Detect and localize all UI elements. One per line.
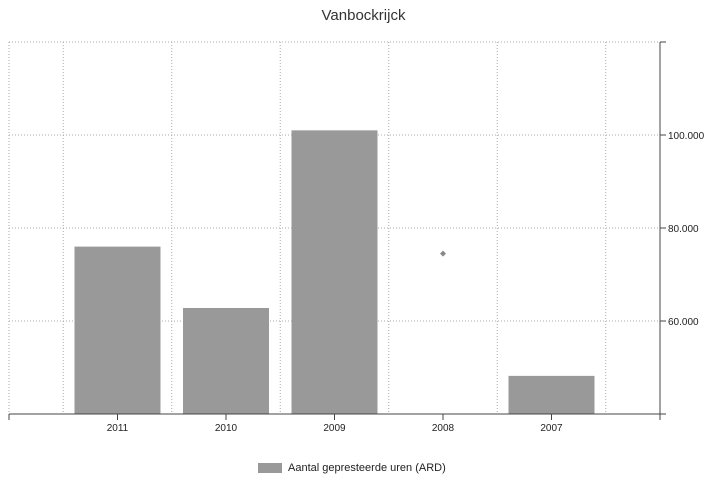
marker-2008	[440, 250, 446, 257]
bar-2011	[74, 246, 161, 414]
x-tick-label-2007: 2007	[540, 423, 563, 434]
legend-swatch	[258, 463, 282, 473]
bar-2010	[183, 307, 269, 414]
y-tick-label: 100.000	[668, 131, 705, 142]
legend-label: Aantal gepresteerde uren (ARD)	[288, 462, 446, 474]
y-tick-label: 60.000	[668, 317, 699, 328]
y-tick-label: 80.000	[668, 224, 699, 235]
bar-2009	[291, 130, 378, 414]
bar-2007	[508, 375, 595, 414]
x-tick-label-2009: 2009	[323, 423, 346, 434]
chart-title: Vanbockrijck	[321, 7, 406, 24]
x-tick-label-2010: 2010	[215, 423, 238, 434]
x-tick-label-2011: 2011	[107, 423, 129, 434]
legend: Aantal gepresteerde uren (ARD)	[258, 461, 446, 475]
x-tick-label-2008: 2008	[432, 423, 455, 434]
